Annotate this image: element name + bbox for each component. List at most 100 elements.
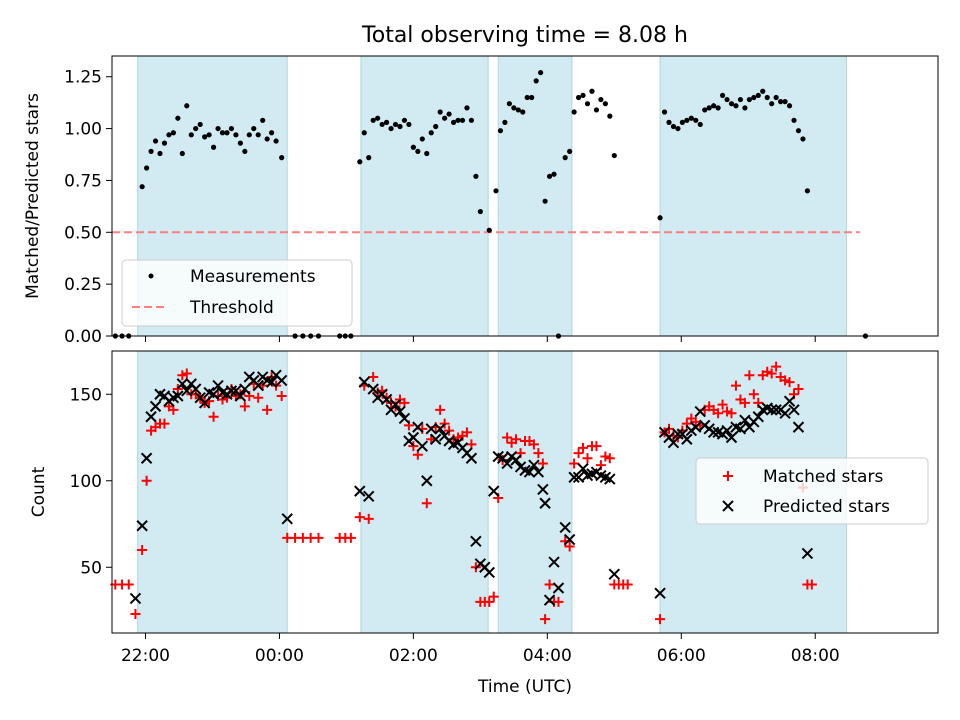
- measurement-point: [666, 119, 672, 125]
- predicted-star-point: [394, 405, 406, 418]
- measurement-point: [175, 115, 181, 121]
- measurement-point: [157, 150, 163, 157]
- matched-star-point: [141, 475, 152, 486]
- measurement-point: [442, 115, 448, 121]
- matched-star-point: [123, 579, 134, 590]
- measurement-point: [804, 188, 811, 194]
- measurement-point: [215, 125, 221, 132]
- predicted-star-point: [779, 407, 791, 419]
- measurement-point: [746, 96, 752, 103]
- predicted-star-point: [265, 376, 278, 388]
- predicted-star-point: [389, 398, 402, 411]
- y-tick-label: 50: [80, 558, 102, 578]
- measurement-point: [607, 113, 613, 119]
- measurement-point: [219, 130, 226, 136]
- predicted-star-point: [429, 433, 442, 445]
- predicted-star-point: [239, 383, 251, 395]
- matched-star-point: [806, 579, 817, 590]
- predicted-star-point: [770, 404, 782, 416]
- predicted-star-point: [681, 433, 693, 445]
- measurement-point: [202, 134, 208, 140]
- measurement-point: [706, 105, 712, 111]
- measurement-point: [410, 144, 416, 150]
- measurement-point: [477, 208, 483, 215]
- bottom-x-ticks: 22:00 00:00 02:00 04:00 06:00 08:00: [121, 633, 840, 666]
- legend-marker-matched: [723, 471, 733, 481]
- measurement-point: [464, 105, 470, 111]
- measurement-point: [760, 88, 766, 94]
- top-legend-box: [121, 259, 353, 327]
- predicted-star-point: [572, 471, 585, 484]
- measurement-point: [161, 140, 168, 146]
- measurement-point: [688, 115, 694, 121]
- legend-cross-marker: [722, 500, 734, 512]
- measurement-point: [733, 103, 739, 109]
- measurement-point: [611, 152, 617, 159]
- measurement-point: [433, 123, 439, 130]
- measurement-point: [233, 132, 239, 138]
- predicted-star-point: [380, 393, 393, 406]
- measurement-point: [520, 109, 526, 115]
- measurement-point: [778, 99, 784, 105]
- x-tick-label: 04:00: [523, 646, 572, 666]
- measurement-point: [728, 101, 735, 107]
- measurement-point: [502, 119, 508, 125]
- predicted-star-point: [358, 376, 370, 388]
- matched-star-point: [780, 375, 791, 386]
- predicted-star-point: [234, 390, 247, 402]
- top-observing-windows: [137, 55, 847, 337]
- predicted-star-point: [190, 383, 202, 395]
- measurement-point: [497, 128, 504, 134]
- legend-label-measurements: Measurements: [190, 267, 316, 287]
- measurement-point: [379, 121, 385, 128]
- matched-star-point: [722, 406, 733, 417]
- predicted-star-point: [367, 383, 379, 395]
- predicted-star-point: [577, 462, 589, 475]
- measurement-point: [769, 101, 775, 107]
- bottom-legend-box: [695, 457, 929, 525]
- predicted-star-point: [543, 594, 556, 606]
- legend-marker-measurements: [148, 273, 154, 279]
- matched-star-point: [435, 404, 446, 415]
- y-tick-label: 0.25: [64, 275, 102, 295]
- measurement-point: [567, 148, 573, 155]
- matched-star-point: [713, 408, 724, 419]
- predicted-star-point: [207, 388, 220, 400]
- measurement-point: [515, 107, 521, 113]
- measurement-point: [786, 103, 793, 109]
- measurement-point: [139, 184, 145, 190]
- predicted-star-point: [140, 452, 153, 464]
- measurement-point: [179, 150, 185, 157]
- matched-star-point: [540, 614, 551, 625]
- measurement-point: [584, 101, 591, 107]
- predicted-star-point: [559, 521, 571, 534]
- matched-star-point: [276, 390, 287, 401]
- measurement-point: [679, 119, 685, 125]
- matched-star-point: [578, 442, 589, 453]
- top-panel: 0.00 0.25 0.50 0.75 1.00 1.25 Matched/Predict…: [23, 55, 939, 347]
- measurement-point: [506, 101, 512, 107]
- measurement-point: [575, 94, 582, 101]
- measurement-point: [210, 144, 217, 150]
- measurement-point: [419, 136, 425, 142]
- y-tick-label: 1.00: [64, 120, 102, 140]
- observing-window-span: [659, 55, 847, 337]
- measurement-point: [392, 121, 399, 128]
- measurement-point: [493, 188, 499, 194]
- predicted-star-point: [548, 556, 560, 568]
- legend-plus-marker: [723, 471, 733, 481]
- measurement-point: [755, 92, 761, 99]
- predicted-star-point: [483, 566, 495, 579]
- predicted-star-point: [801, 547, 814, 560]
- x-tick-label: 22:00: [121, 646, 170, 666]
- measurement-point: [551, 171, 557, 177]
- matched-star-point: [421, 498, 432, 509]
- top-y-axis-label: Matched/Predicted stars: [23, 93, 43, 299]
- measurement-point: [598, 96, 604, 103]
- matched-star-point: [730, 380, 741, 391]
- predicted-star-point: [672, 428, 684, 440]
- matched-star-point: [564, 541, 575, 552]
- predicted-star-point: [465, 452, 478, 464]
- top-legend: Measurements Threshold: [121, 259, 353, 327]
